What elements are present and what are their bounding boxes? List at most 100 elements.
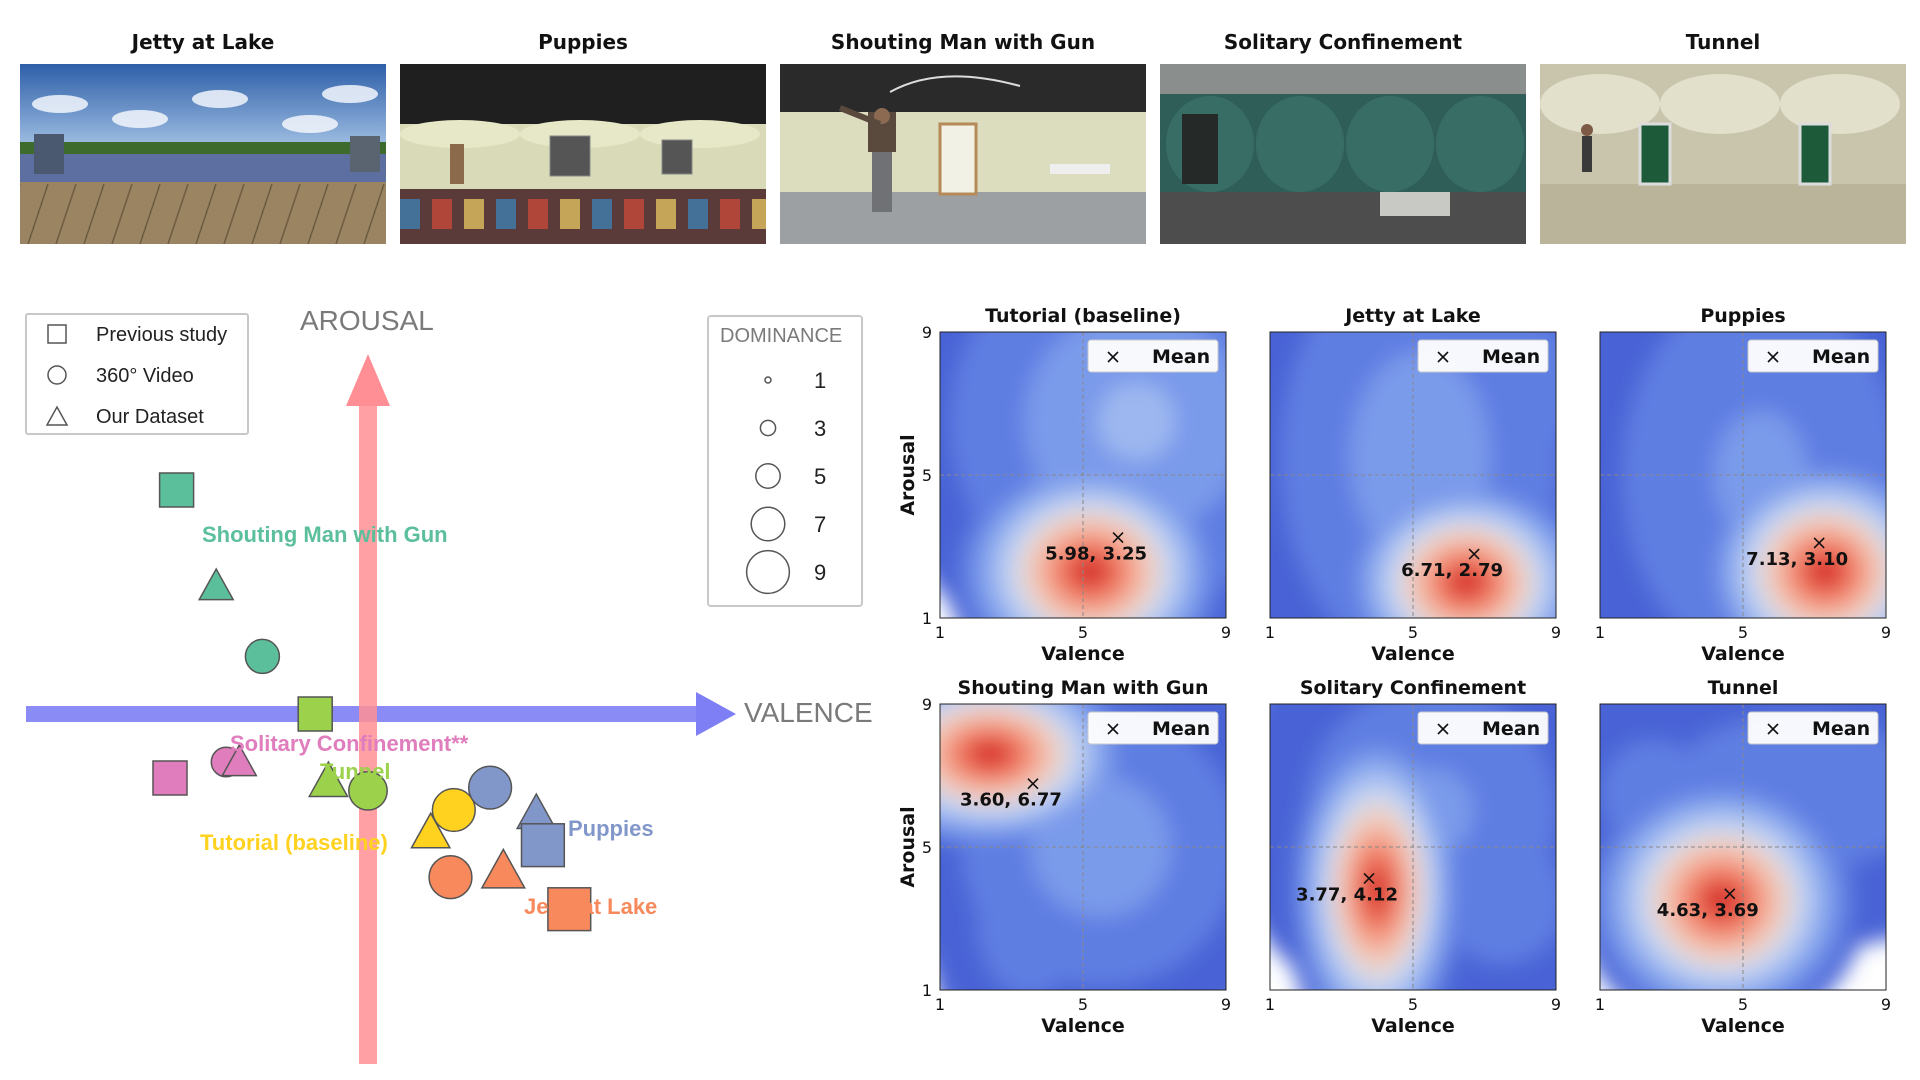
y-tick-label: 5 <box>922 466 932 485</box>
panel-title: Tutorial (baseline) <box>985 305 1181 327</box>
mean-value-label: 3.77, 4.12 <box>1296 884 1398 905</box>
x-tick-label: 9 <box>1551 995 1561 1014</box>
mean-marker <box>1027 778 1039 790</box>
legend-label: Previous study <box>96 324 227 346</box>
scatter-square-point <box>297 696 333 732</box>
y-tick-label: 9 <box>922 323 932 342</box>
panel-title: Solitary Confinement <box>1300 677 1526 699</box>
x-axis-label: Valence <box>1371 643 1455 665</box>
scene-label: Jetty at Lake <box>524 894 657 919</box>
panel-frame <box>939 703 1227 991</box>
panel-frame <box>1599 703 1887 991</box>
panel-frame <box>1269 331 1557 619</box>
contour-panel-puppies: 7.13, 3.10 Mean Puppies 1 5 9 Valence <box>1595 305 1891 665</box>
mean-legend-icon <box>1437 723 1449 735</box>
scatter-circle-point <box>431 787 476 833</box>
thumbnail-title: Puppies <box>538 30 628 54</box>
scatter-triangle-point <box>307 760 349 798</box>
mean-legend-icon <box>1107 723 1119 735</box>
thumbnail-image-tunnel <box>1540 64 1906 244</box>
y-tick-label: 1 <box>922 981 932 1000</box>
kde-contour-grid: 5.98, 3.25 Mean Tutorial (baseline) 1 5 9 Vale… <box>897 305 1891 1037</box>
mean-value-label: 6.71, 2.79 <box>1401 560 1503 581</box>
mean-legend-icon <box>1437 351 1449 363</box>
thumbnail-title: Solitary Confinement <box>1223 30 1463 54</box>
mean-legend-icon <box>1767 723 1779 735</box>
x-tick-label: 5 <box>1078 995 1088 1014</box>
x-tick-label: 1 <box>935 995 945 1014</box>
scene-label: Tutorial (baseline) <box>200 830 388 855</box>
legend-label: Our Dataset <box>96 406 204 428</box>
x-tick-label: 5 <box>1408 995 1418 1014</box>
dominance-value: 1 <box>814 368 826 393</box>
x-tick-label: 5 <box>1078 623 1088 642</box>
scatter-triangle-point <box>480 847 526 889</box>
y-tick-label: 9 <box>922 695 932 714</box>
y-axis-label: Arousal <box>897 806 919 887</box>
dominance-legend-title: DOMINANCE <box>720 325 842 347</box>
mean-legend <box>1417 711 1549 745</box>
x-axis-label: Valence <box>1701 1015 1785 1037</box>
arousal-axis-bar <box>359 384 377 1064</box>
x-axis-label: Valence <box>1371 1015 1455 1037</box>
mean-legend <box>1747 339 1879 373</box>
dominance-size-marker <box>764 376 772 384</box>
mean-legend <box>1747 711 1879 745</box>
thumbnail-image-gun <box>780 64 1146 244</box>
panel-frame <box>939 331 1227 619</box>
mean-marker <box>1468 548 1480 560</box>
valence-axis-arrow <box>696 692 736 736</box>
mean-marker <box>1363 872 1375 885</box>
scatter-triangle-point <box>410 811 452 849</box>
scene-label: Solitary Confinement** <box>230 731 469 756</box>
contour-panel-solitary-confinement: 3.77, 4.12 Mean Solitary Confinement 1 5 9 Val… <box>1265 677 1561 1037</box>
x-axis-label: Valence <box>1041 643 1125 665</box>
panel-title: Shouting Man with Gun <box>958 677 1209 699</box>
panel-title: Tunnel <box>1708 677 1779 699</box>
scatter-circle-point <box>428 855 473 900</box>
valence-arousal-scatter: VALENCE AROUSAL Previous study 360° Video Ou… <box>25 305 873 1064</box>
contour-panel-tutorial-baseline: 5.98, 3.25 Mean Tutorial (baseline) 1 5 9 Vale… <box>897 305 1231 665</box>
mean-legend-icon <box>1107 351 1119 363</box>
mean-legend-label: Mean <box>1482 346 1540 368</box>
x-tick-label: 1 <box>1595 995 1605 1014</box>
y-axis-label: Arousal <box>897 434 919 515</box>
thumbnail-image-lake <box>20 64 386 244</box>
dominance-value: 3 <box>814 416 826 441</box>
mean-legend <box>1087 339 1219 373</box>
scene-label: Puppies <box>568 816 654 841</box>
thumbnail-image-cell <box>1160 64 1526 244</box>
mean-legend <box>1087 711 1219 745</box>
x-tick-label: 5 <box>1738 995 1748 1014</box>
panel-frame <box>1599 331 1887 619</box>
thumbnail-image-room <box>400 64 766 244</box>
mean-value-label: 3.60, 6.77 <box>960 790 1062 811</box>
mean-legend-label: Mean <box>1482 718 1540 740</box>
x-axis-label: Valence <box>1041 1015 1125 1037</box>
scatter-triangle-point <box>197 567 235 601</box>
mean-legend-icon <box>1767 351 1779 363</box>
mean-marker <box>1813 537 1825 549</box>
x-tick-label: 9 <box>1881 623 1891 642</box>
y-tick-label: 5 <box>922 838 932 857</box>
mean-legend-label: Mean <box>1812 346 1870 368</box>
mean-legend <box>1417 339 1549 373</box>
x-tick-label: 9 <box>1221 623 1231 642</box>
scatter-square-point <box>152 760 188 796</box>
dominance-size-marker <box>759 419 777 437</box>
arousal-axis-arrow <box>346 354 390 406</box>
dominance-size-marker <box>755 463 781 489</box>
thumbnail-title: Shouting Man with Gun <box>830 30 1096 54</box>
scene-label: Tunnel <box>320 759 390 784</box>
mean-marker <box>1112 531 1124 544</box>
panel-title: Jetty at Lake <box>1343 305 1481 327</box>
legend-circle-icon <box>47 365 67 385</box>
marker-legend <box>25 313 249 435</box>
thumbnail-title: Jetty at Lake <box>131 30 275 54</box>
mean-legend-label: Mean <box>1812 718 1870 740</box>
x-tick-label: 1 <box>1595 623 1605 642</box>
x-tick-label: 9 <box>1881 995 1891 1014</box>
scatter-triangle-point <box>221 743 258 777</box>
scatter-circle-point <box>467 765 513 810</box>
